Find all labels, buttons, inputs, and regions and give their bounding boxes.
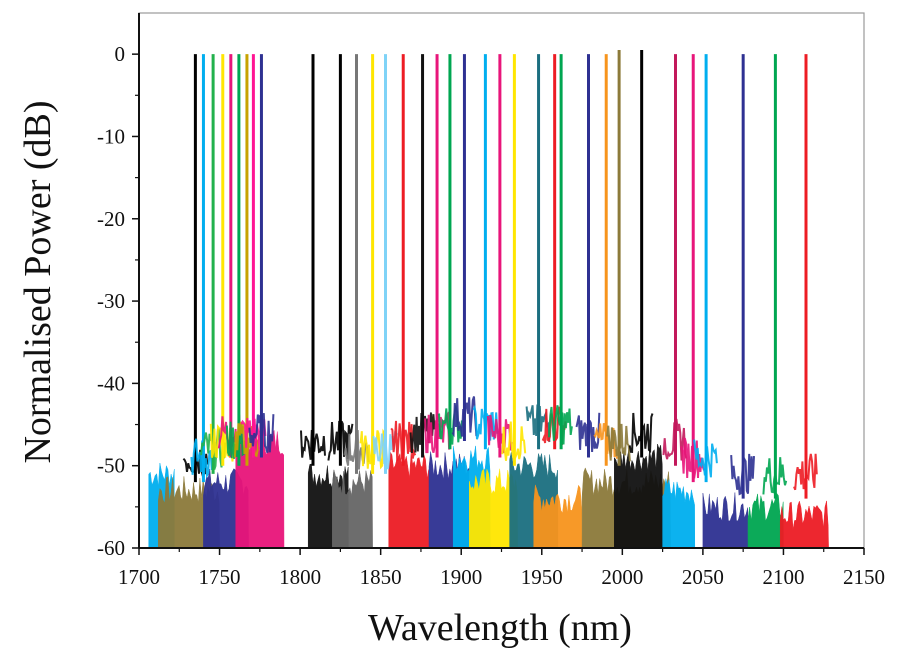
pedestal-6: [332, 469, 373, 549]
x-axis-ticks: 1700 1750 1800 1850 1900 1950 2000 2050 2100 2150: [118, 548, 885, 589]
noise-pedestals: [148, 426, 829, 549]
x-tick-label-1850: 1850: [360, 565, 402, 589]
y-tick-label--60: -60: [97, 536, 125, 560]
y-tick-label-0: 0: [115, 42, 126, 66]
x-tick-label-1750: 1750: [199, 565, 241, 589]
x-axis-label: Wavelength (nm): [368, 607, 632, 649]
x-tick-label-1950: 1950: [521, 565, 563, 589]
y-tick-label--40: -40: [97, 371, 125, 395]
pedestal-7: [388, 451, 430, 549]
pedestal-15: [662, 478, 696, 549]
y-tick-label--10: -10: [97, 124, 125, 148]
laser-peaks: [182, 50, 818, 499]
y-tick-label--20: -20: [97, 207, 125, 231]
y-axis-ticks: 0 -10 -20 -30 -40 -50 -60: [97, 42, 139, 560]
pedestal-16: [702, 492, 749, 549]
pedestal-18: [779, 500, 829, 549]
x-tick-label-1700: 1700: [118, 565, 160, 589]
x-tick-label-1800: 1800: [279, 565, 321, 589]
x-tick-label-2000: 2000: [601, 565, 643, 589]
pedestal-17: [747, 492, 784, 549]
y-tick-label--50: -50: [97, 454, 125, 478]
y-axis-label: Normalised Power (dB): [17, 100, 59, 463]
pedestal-14: [614, 443, 663, 549]
x-tick-label-2100: 2100: [762, 565, 804, 589]
x-tick-label-2150: 2150: [843, 565, 885, 589]
x-tick-label-1900: 1900: [440, 565, 482, 589]
x-tick-label-2050: 2050: [682, 565, 724, 589]
y-tick-label--30: -30: [97, 289, 125, 313]
pedestal-12: [533, 484, 583, 549]
